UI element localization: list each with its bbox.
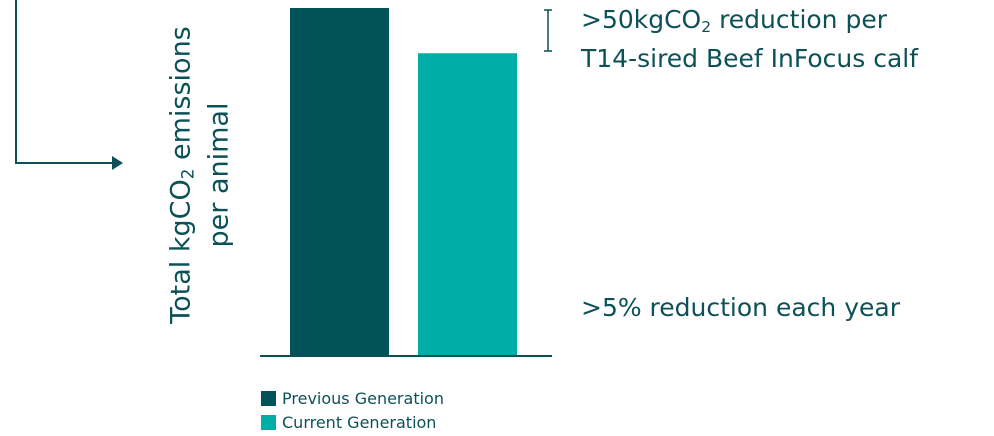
- y-axis-label-line2: per animal: [203, 102, 235, 248]
- y-axis-label: Total kgCO2 emissions per animal: [165, 26, 234, 324]
- annotation-top-line1: >50kgCO2 reduction per: [581, 4, 918, 43]
- arrow-head-icon: [112, 156, 123, 170]
- reduction-per-calf-annotation: >50kgCO2 reduction per T14-sired Beef In…: [581, 4, 918, 75]
- yearly-reduction-annotation: >5% reduction each year: [581, 292, 900, 324]
- bar-previous-generation: [290, 8, 389, 356]
- legend-swatch-previous: [261, 390, 276, 406]
- y-label-text-b: emissions: [165, 26, 197, 169]
- annotation-top-subscript: 2: [701, 17, 712, 36]
- annotation-bottom-text: >5% reduction each year: [581, 293, 900, 322]
- annotation-top-text-a: >50kgCO: [581, 5, 702, 34]
- chart-legend: Previous Generation Current Generation: [261, 386, 444, 434]
- annotation-top-text-b: reduction per: [711, 5, 888, 34]
- bars-group: [290, 8, 517, 357]
- y-axis-label-area: Total kgCO2 emissions per animal: [150, 0, 250, 360]
- difference-bracket: [544, 9, 552, 52]
- legend-label-current: Current Generation: [282, 412, 437, 432]
- axis-arrow: [15, 0, 123, 170]
- y-label-subscript: 2: [177, 168, 198, 180]
- bar-current-generation: [418, 53, 517, 357]
- legend-item-previous: Previous Generation: [261, 386, 444, 410]
- legend-swatch-current: [261, 414, 276, 430]
- legend-label-previous: Previous Generation: [282, 388, 444, 408]
- y-axis-label-line1: Total kgCO2 emissions: [165, 26, 203, 324]
- annotation-top-line2: T14-sired Beef InFocus calf: [581, 43, 919, 73]
- legend-item-current: Current Generation: [261, 410, 444, 434]
- y-label-text-a: Total kgCO: [165, 179, 197, 324]
